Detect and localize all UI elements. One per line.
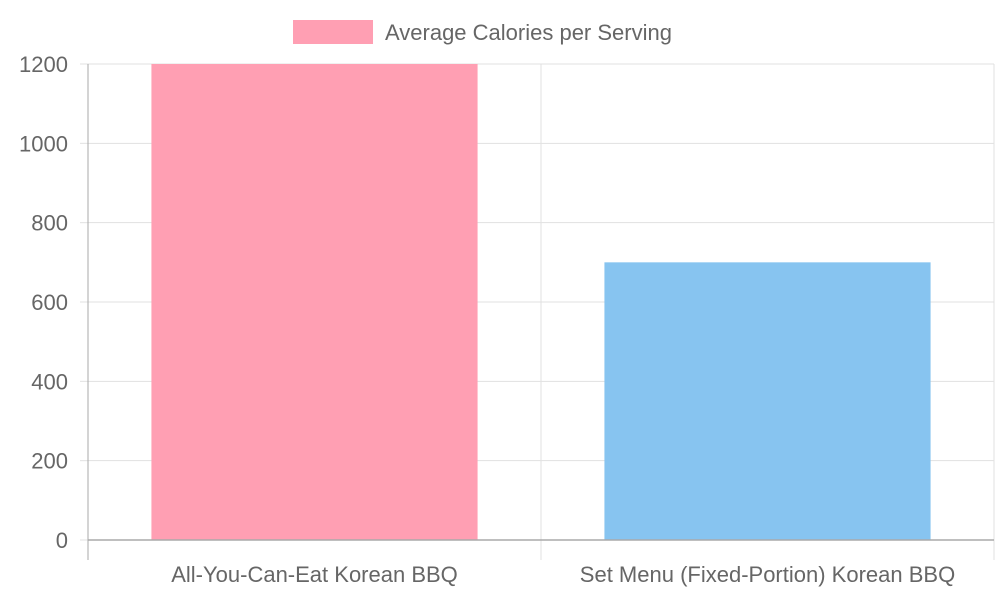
y-tick-label: 800 (31, 211, 68, 236)
y-tick-label: 0 (56, 528, 68, 553)
legend-swatch[interactable] (293, 20, 373, 44)
y-tick-label: 200 (31, 449, 68, 474)
y-tick-label: 1000 (19, 131, 68, 156)
x-tick-label: All-You-Can-Eat Korean BBQ (171, 562, 458, 587)
y-tick-label: 1200 (19, 52, 68, 77)
axis-layer (87, 64, 994, 560)
y-tick-label: 400 (31, 369, 68, 394)
bars-layer (151, 64, 931, 540)
legend-label[interactable]: Average Calories per Serving (385, 20, 672, 45)
x-tick-label: Set Menu (Fixed-Portion) Korean BBQ (580, 562, 955, 587)
bar-all-you-can-eat[interactable] (151, 64, 478, 540)
x-tick-labels: All-You-Can-Eat Korean BBQ Set Menu (Fixe… (171, 562, 955, 587)
bar-set-menu[interactable] (604, 262, 931, 540)
y-tick-labels: 0 200 400 600 800 1000 1200 (19, 52, 68, 553)
y-tick-label: 600 (31, 290, 68, 315)
legend[interactable]: Average Calories per Serving (293, 20, 672, 45)
